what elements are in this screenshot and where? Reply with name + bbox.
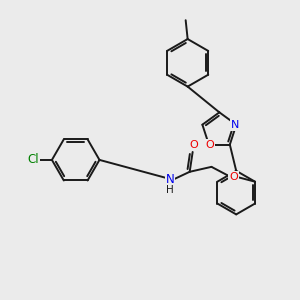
- Text: H: H: [166, 184, 174, 195]
- Text: N: N: [231, 120, 239, 130]
- Text: O: O: [206, 140, 214, 150]
- Text: O: O: [189, 140, 198, 150]
- Text: N: N: [166, 173, 174, 186]
- Text: O: O: [229, 172, 238, 182]
- Text: Cl: Cl: [27, 153, 39, 167]
